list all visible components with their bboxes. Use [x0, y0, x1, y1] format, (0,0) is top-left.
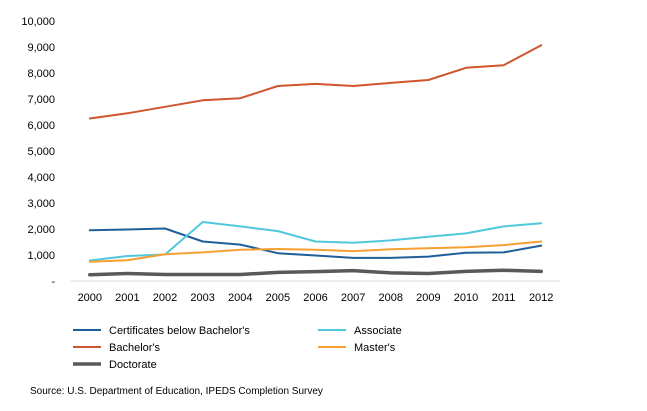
- x-tick-label: 2000: [78, 292, 102, 304]
- series-line-certificates-below-bachelor-s: [88, 227, 543, 259]
- y-tick-label: 4,000: [27, 172, 55, 184]
- source-note: Source: U.S. Department of Education, IP…: [30, 386, 323, 397]
- y-tick-label: 8,000: [27, 68, 55, 80]
- legend-item-bachelor-s: Bachelor's: [73, 342, 161, 354]
- legend-label: Master's: [354, 342, 396, 354]
- x-tick-label: 2003: [190, 292, 214, 304]
- series-lines: [88, 44, 543, 277]
- y-tick-label: 10,000: [21, 16, 55, 28]
- x-tick-label: 2004: [228, 292, 252, 304]
- y-tick-label: 9,000: [27, 42, 55, 54]
- legend: Certificates below Bachelor's Associate Ba…: [73, 325, 402, 371]
- x-tick-label: 2008: [378, 292, 402, 304]
- x-tick-label: 2002: [153, 292, 177, 304]
- y-tick-label: 7,000: [27, 94, 55, 106]
- y-tick-label: 1,000: [27, 250, 55, 262]
- legend-label: Associate: [354, 325, 402, 337]
- x-axis-tick-labels: 2000 2001 2002 2003 2004 2005 2006 2007 2008 2009…: [78, 292, 554, 304]
- legend-label: Bachelor's: [109, 342, 161, 354]
- y-axis-tick-labels: - 1,000 2,000 3,000 4,000 5,000 6,000 7,000 8,00…: [21, 16, 55, 288]
- x-tick-label: 2007: [341, 292, 365, 304]
- y-tick-label: 5,000: [27, 146, 55, 158]
- legend-item-master-s: Master's: [318, 342, 396, 354]
- legend-label: Certificates below Bachelor's: [109, 325, 250, 337]
- y-tick-label: -: [51, 276, 55, 288]
- legend-label: Doctorate: [109, 359, 157, 371]
- legend-item-certificates-below-bachelor-s: Certificates below Bachelor's: [73, 325, 250, 337]
- x-tick-label: 2005: [266, 292, 290, 304]
- legend-item-associate: Associate: [318, 325, 402, 337]
- series-line-master-s: [88, 240, 543, 263]
- x-tick-label: 2010: [454, 292, 478, 304]
- x-tick-label: 2009: [416, 292, 440, 304]
- x-tick-label: 2001: [115, 292, 139, 304]
- y-tick-label: 3,000: [27, 198, 55, 210]
- series-line-doctorate: [88, 268, 543, 277]
- x-tick-label: 2006: [303, 292, 327, 304]
- x-tick-label: 2011: [492, 292, 516, 304]
- x-tick-label: 2012: [529, 292, 553, 304]
- y-tick-label: 2,000: [27, 224, 55, 236]
- y-tick-label: 6,000: [27, 120, 55, 132]
- series-line-bachelor-s: [88, 44, 543, 120]
- legend-item-doctorate: Doctorate: [73, 359, 157, 371]
